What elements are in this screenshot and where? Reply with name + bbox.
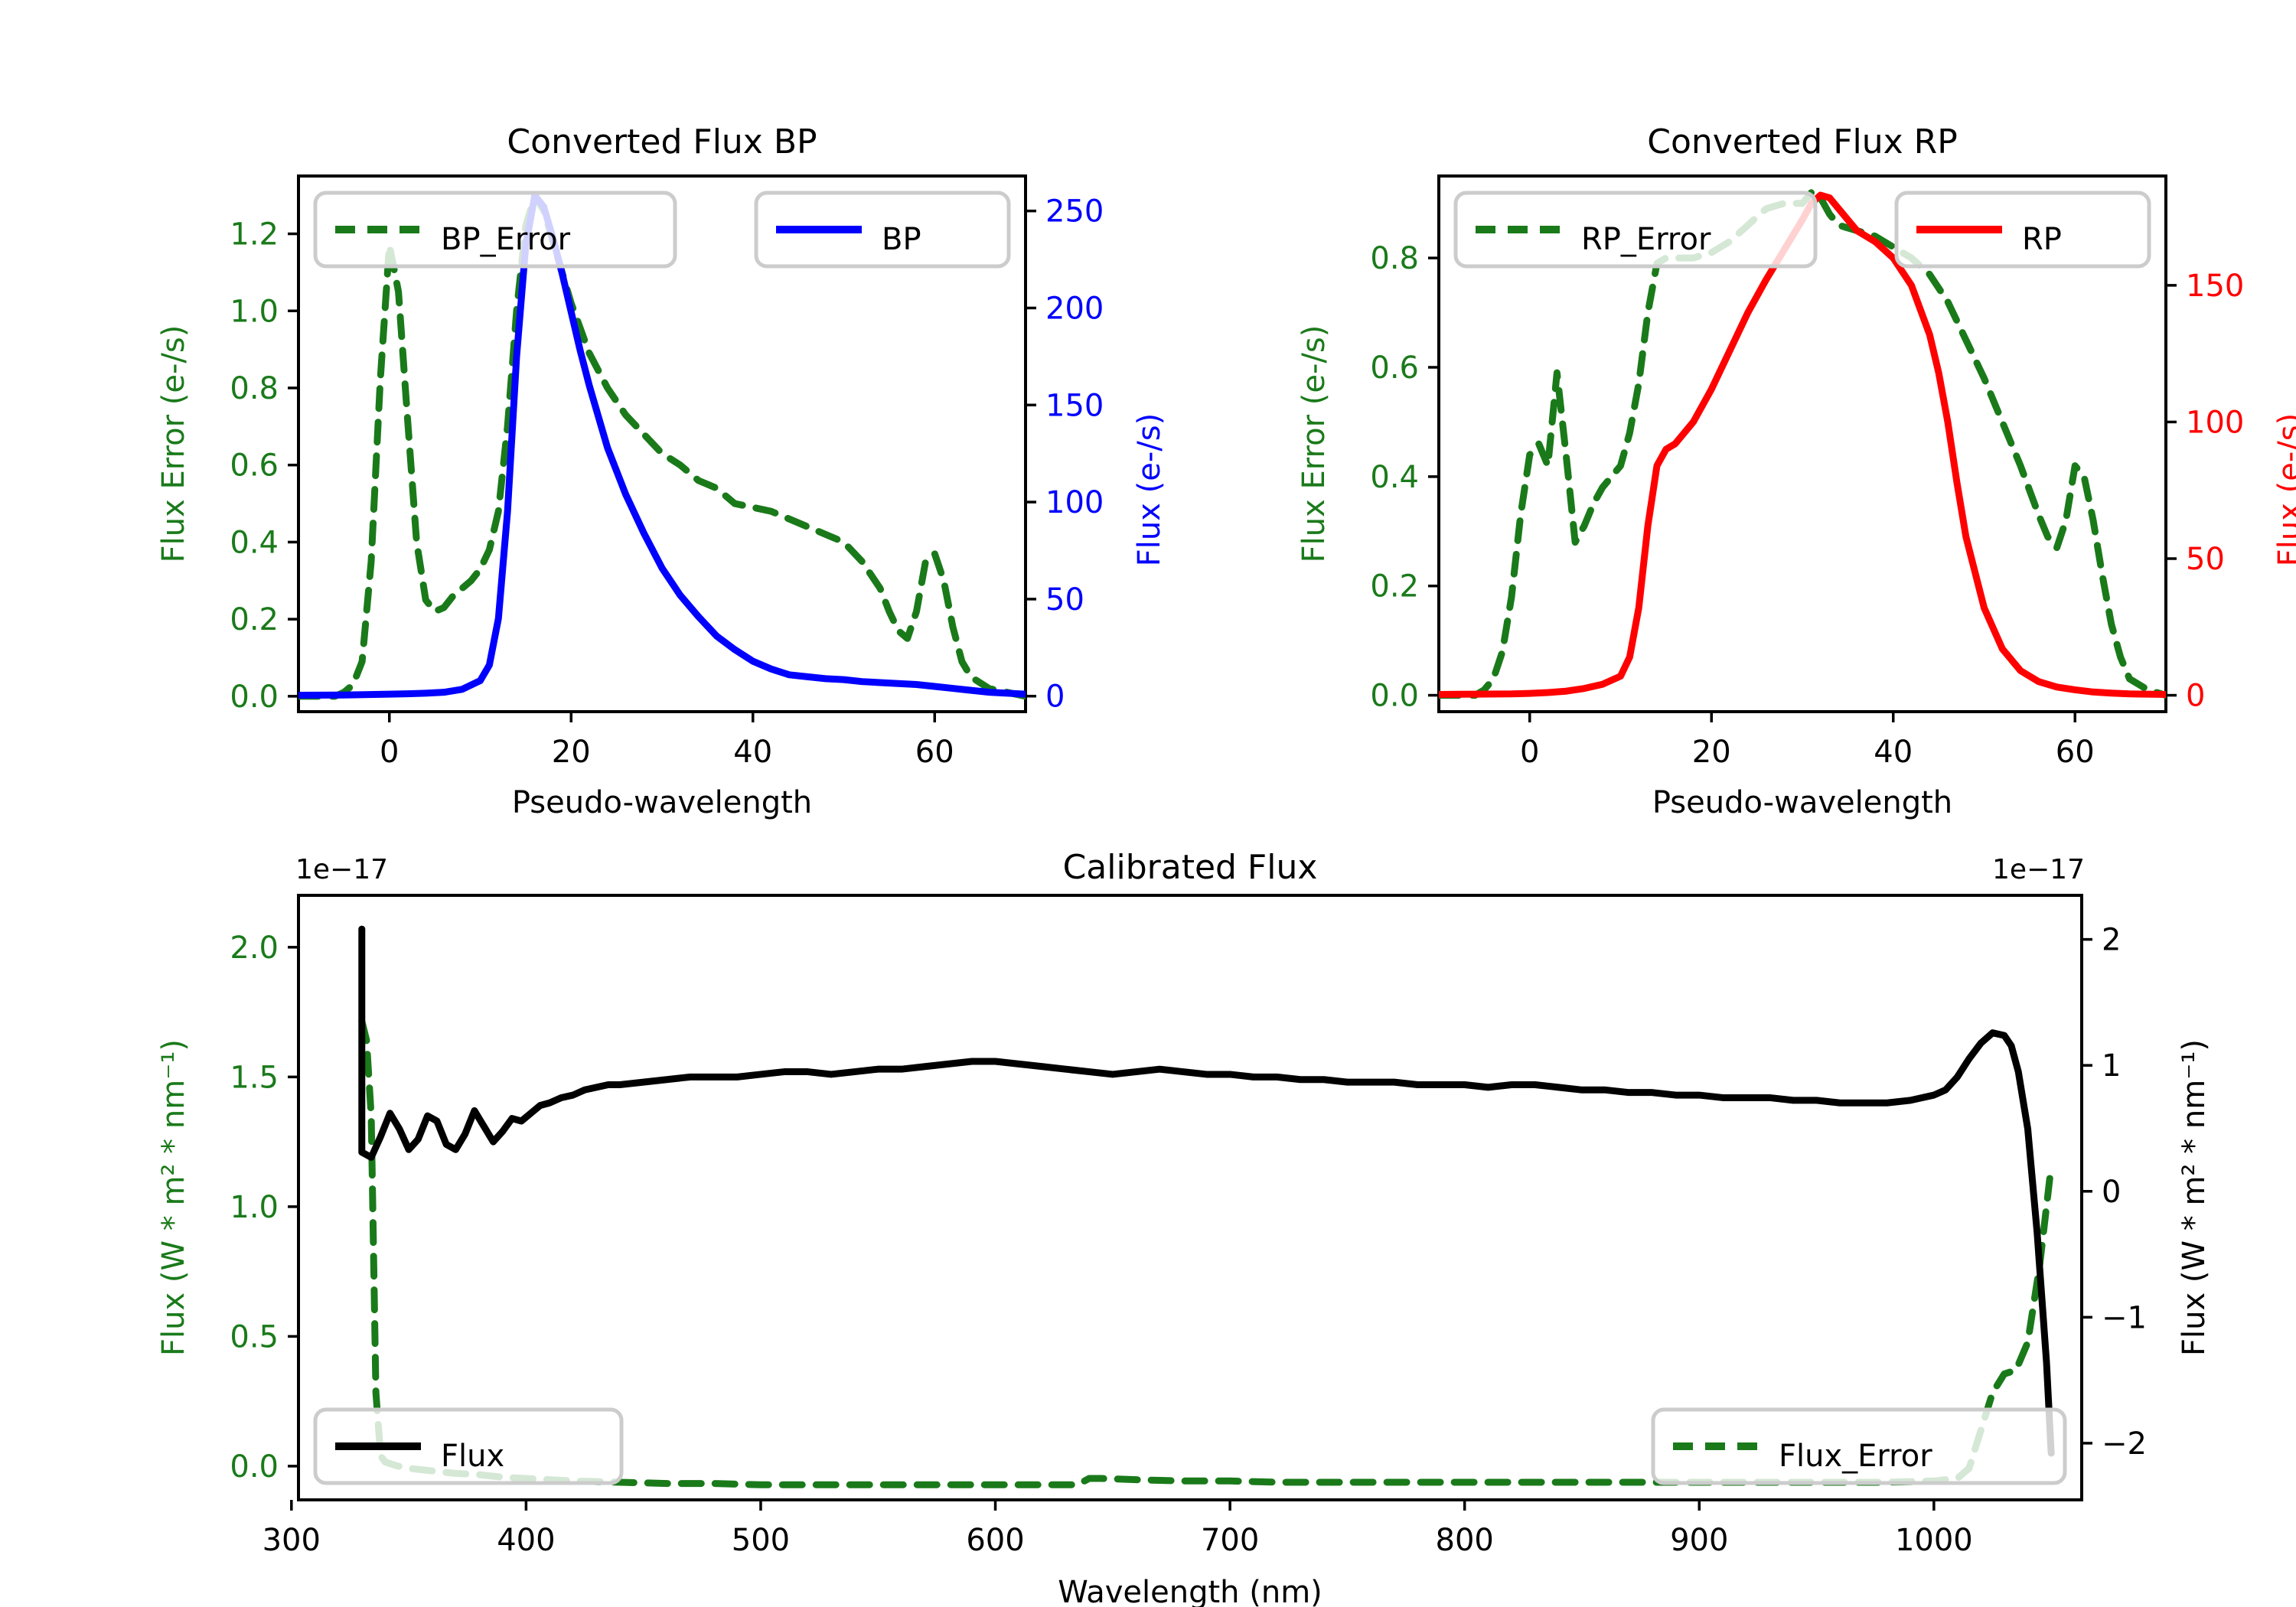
x-tick-label: 400 [497, 1523, 555, 1558]
series-flux [358, 925, 2055, 1457]
x-tick-label: 40 [733, 735, 772, 770]
y-right-tick-label: 150 [2186, 269, 2244, 304]
y-left-tick-label: 2.0 [230, 931, 279, 966]
y-left-exponent-label: 1e−17 [295, 854, 388, 885]
y-left-tick-label: 1.0 [230, 294, 279, 329]
y-left-tick-label: 1.0 [230, 1190, 279, 1225]
legend-box [1894, 191, 2151, 269]
y-left-tick-label: 0.0 [230, 680, 279, 715]
y-left-tick-label: 1.5 [230, 1060, 279, 1095]
y-right-tick-label: 0 [2102, 1175, 2121, 1210]
y-left-tick-label: 0.8 [230, 371, 279, 406]
panel-title: Converted Flux RP [1647, 122, 1958, 161]
legend-label: RP [2022, 222, 2062, 257]
x-tick-label: 500 [732, 1523, 790, 1558]
series-bp_error [298, 191, 1026, 700]
legend-box [1651, 1407, 2067, 1485]
axes-frame [1437, 174, 2167, 713]
x-tick-label: 40 [1874, 735, 1913, 770]
y-left-axis-label: Flux (W * m² * nm⁻¹) [156, 1039, 191, 1356]
legend-error[interactable]: BP_Error [313, 191, 677, 269]
y-right-exponent-label: 1e−17 [1992, 854, 2085, 885]
x-tick-label: 0 [380, 735, 399, 770]
y-left-tick-label: 0.6 [230, 448, 279, 484]
y-left-tick-label: 0.2 [230, 602, 279, 637]
x-axis-label: Wavelength (nm) [1058, 1575, 1322, 1607]
y-left-tick-label: 0.2 [1370, 569, 1419, 605]
legend-label: Flux_Error [1779, 1439, 1932, 1474]
y-left-axis-label: Flux Error (e-/s) [156, 325, 191, 563]
legend-label: BP [882, 222, 921, 257]
y-right-tick-label: 150 [1045, 388, 1104, 423]
legend-flux-error[interactable]: Flux_Error [1651, 1407, 2067, 1485]
panel-converted-flux-bp: Converted Flux BP 0 20 40 60 Pseudo-wavelengt… [0, 0, 1167, 826]
y-right-tick-label: 200 [1045, 291, 1104, 326]
y-right-tick-label: 100 [1045, 485, 1104, 520]
y-left-tick-label: 0.4 [1370, 460, 1419, 495]
y-right-tick-label: −1 [2102, 1300, 2147, 1335]
axes-frame [297, 174, 1027, 713]
y-left-tick-label: 0.5 [230, 1319, 279, 1354]
y-right-tick-label: 50 [2186, 542, 2225, 577]
y-right-tick-label: 0 [1045, 680, 1065, 715]
chart-converted-flux-rp: Converted Flux RP 0 20 40 60 Pseudo-wavelengt… [1296, 122, 2296, 820]
y-right-tick-label: 2 [2102, 923, 2121, 958]
x-tick-label: 60 [2056, 735, 2095, 770]
axes-frame [297, 894, 2083, 1501]
x-axis-label: Pseudo-wavelength [512, 785, 812, 820]
x-tick-label: 700 [1201, 1523, 1259, 1558]
data-layer [298, 191, 1026, 700]
x-tick-label: 300 [263, 1523, 321, 1558]
y-right-tick-label: −2 [2102, 1426, 2147, 1462]
x-tick-label: 20 [1692, 735, 1731, 770]
panel-calibrated-flux: Calibrated Flux 1e−17 1e−17 300 400 500 600 700… [0, 811, 2296, 1607]
legend-error[interactable]: RP_Error [1453, 191, 1818, 269]
y-left-tick-label: 0.0 [230, 1449, 279, 1485]
legend-box [1453, 191, 1818, 269]
y-right-tick-label: 0 [2186, 679, 2205, 714]
x-tick-label: 1000 [1895, 1523, 1973, 1558]
legend-label: Flux [441, 1439, 504, 1474]
x-axis-label: Pseudo-wavelength [1652, 785, 1952, 820]
x-tick-label: 20 [552, 735, 591, 770]
y-right-tick-label: 100 [2186, 405, 2244, 440]
legend-box [754, 191, 1011, 269]
x-tick-label: 0 [1520, 735, 1539, 770]
legend-label: BP_Error [441, 222, 571, 257]
panel-title: Calibrated Flux [1063, 848, 1318, 887]
y-left-tick-label: 1.2 [230, 217, 279, 253]
x-tick-label: 60 [915, 735, 954, 770]
legend-label: RP_Error [1581, 222, 1711, 257]
panel-title: Converted Flux BP [507, 122, 817, 161]
legend-box [313, 191, 677, 269]
x-tick-label: 800 [1436, 1523, 1494, 1558]
y-right-tick-label: 1 [2102, 1048, 2121, 1084]
y-right-tick-label: 250 [1045, 194, 1104, 230]
series-bp [298, 191, 1026, 699]
y-right-axis-label: Flux (W * m² * nm⁻¹) [2177, 1039, 2212, 1356]
y-left-axis-label: Flux Error (e-/s) [1296, 325, 1332, 563]
chart-converted-flux-bp: Converted Flux BP 0 20 40 60 Pseudo-wavelengt… [156, 122, 1167, 820]
y-left-tick-label: 0.8 [1370, 241, 1419, 276]
legend-box [313, 1407, 624, 1485]
legend-flux[interactable]: Flux [313, 1407, 624, 1485]
y-left-tick-label: 0.4 [230, 525, 279, 560]
chart-calibrated-flux: Calibrated Flux 1e−17 1e−17 300 400 500 600 700… [156, 848, 2212, 1607]
x-tick-label: 900 [1670, 1523, 1728, 1558]
y-right-axis-label: Flux (e-/s) [1132, 413, 1167, 566]
y-left-tick-label: 0.0 [1370, 679, 1419, 714]
series-rp_error [1439, 188, 2166, 699]
data-layer [358, 925, 2055, 1488]
y-left-tick-label: 0.6 [1370, 350, 1419, 386]
legend-main[interactable]: BP [754, 191, 1011, 269]
y-right-tick-label: 50 [1045, 582, 1084, 618]
y-right-axis-label: Flux (e-/s) [2272, 413, 2296, 566]
x-tick-label: 600 [966, 1523, 1024, 1558]
legend-main[interactable]: RP [1894, 191, 2151, 269]
panel-converted-flux-rp: Converted Flux RP 0 20 40 60 Pseudo-wavelengt… [1133, 0, 2296, 826]
